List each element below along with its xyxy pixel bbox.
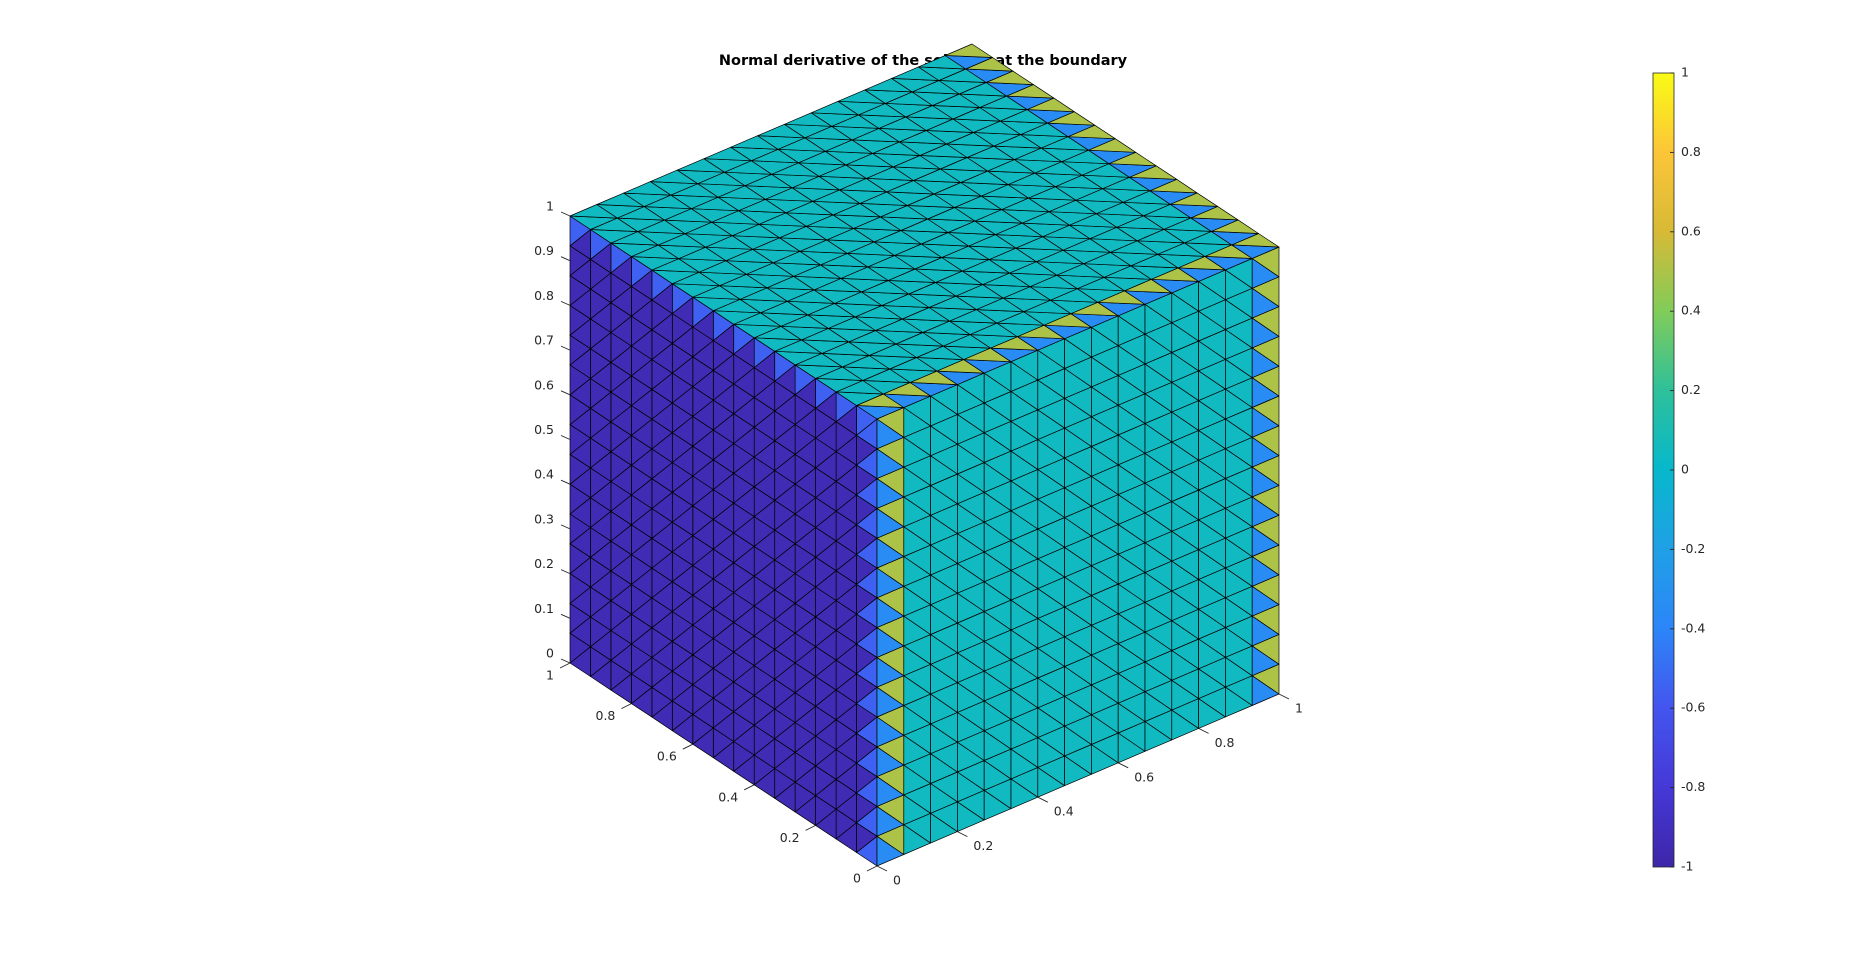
y-axis: 0 0.2 0.4 0.6 0.8 1 <box>546 662 878 886</box>
x-axis: 0 0.2 0.4 0.6 0.8 1 <box>876 693 1303 888</box>
z-tick-label: 0.3 <box>534 511 554 526</box>
top-face-triangle <box>944 43 993 58</box>
z-tick-mark <box>560 479 571 485</box>
z-tick-label: 1 <box>546 199 554 214</box>
z-tick-label: 0.2 <box>534 556 554 571</box>
z-tick-label: 0.9 <box>534 243 554 258</box>
y-tick-label: 0.6 <box>657 749 677 764</box>
colorbar-tick-label: 1 <box>1681 65 1689 80</box>
z-axis-ticks: 0 0.1 0.2 0.3 0.4 0.5 0.6 0.7 0.8 0.9 1 <box>534 199 571 664</box>
colorbar-tick-label: 0.8 <box>1681 144 1701 159</box>
colorbar-tick-label: 0 <box>1681 462 1689 477</box>
y-tick-label: 0.8 <box>596 708 616 723</box>
x-tick-label: 0.8 <box>1215 735 1235 750</box>
y-axis-ticks: 0 0.2 0.4 0.6 0.8 1 <box>546 662 878 886</box>
y-tick-label: 0 <box>853 871 861 886</box>
colorbar-tick-label: 0.2 <box>1681 382 1701 397</box>
x-tick-label: 0.4 <box>1054 804 1074 819</box>
z-tick-mark <box>560 613 571 619</box>
x-tick-mark <box>957 831 968 838</box>
x-tick-label: 0.6 <box>1134 769 1154 784</box>
colorbar-tick-label: -0.6 <box>1681 700 1705 715</box>
colorbar-tick-label: 0.4 <box>1681 303 1701 318</box>
z-tick-label: 0.1 <box>534 601 554 616</box>
z-tick-label: 0.8 <box>534 288 554 303</box>
y-tick-mark <box>805 824 816 831</box>
y-tick-mark <box>743 784 755 791</box>
x-tick-label: 0.2 <box>973 838 993 853</box>
y-tick-mark <box>559 662 571 669</box>
z-tick-mark <box>560 524 571 530</box>
x-tick-mark <box>1278 693 1290 700</box>
colorbar-tick-label: -0.2 <box>1681 541 1705 556</box>
colorbar-tick-label: -0.4 <box>1681 620 1705 635</box>
z-tick-label: 0.6 <box>534 377 554 392</box>
y-tick-label: 0.4 <box>718 789 738 804</box>
colorbar: 1 0.8 0.6 0.4 0.2 0 -0.2 -0.4 -0.6 -0.8 -1 <box>1652 65 1705 874</box>
z-tick-label: 0.7 <box>534 333 554 348</box>
colorbar-ticks: 1 0.8 0.6 0.4 0.2 0 -0.2 -0.4 -0.6 -0.8 -1 <box>1670 65 1705 874</box>
z-tick-mark <box>560 435 571 440</box>
z-tick-label: 0.4 <box>534 467 554 482</box>
z-tick-mark <box>560 569 571 575</box>
y-tick-label: 0.2 <box>780 830 800 845</box>
z-tick-mark <box>560 658 571 664</box>
z-axis: 0 0.1 0.2 0.3 0.4 0.5 0.6 0.7 0.8 0.9 1 <box>534 199 571 664</box>
chart-title: Normal derivative of the solution at the… <box>719 53 1128 69</box>
z-tick-label: 0.5 <box>534 422 554 437</box>
z-tick-mark <box>560 300 571 306</box>
z-tick-mark <box>560 345 571 351</box>
surface-mesh <box>569 43 1280 867</box>
y-tick-label: 1 <box>546 668 554 683</box>
z-tick-mark <box>560 390 571 396</box>
colorbar-tick-label: 0.6 <box>1681 223 1701 238</box>
z-tick-mark <box>560 256 571 262</box>
x-tick-mark <box>1117 762 1129 769</box>
x-tick-label: 1 <box>1295 701 1303 716</box>
colorbar-tick-label: -0.8 <box>1681 779 1705 794</box>
colorbar-tick-label: -1 <box>1681 859 1693 874</box>
y-tick-mark <box>621 703 632 710</box>
x-tick-mark <box>1198 727 1209 734</box>
z-tick-mark <box>560 211 571 217</box>
z-tick-label: 0 <box>546 646 554 661</box>
x-tick-mark <box>876 865 888 872</box>
y-tick-mark <box>682 743 694 750</box>
x-axis-ticks: 0 0.2 0.4 0.6 0.8 1 <box>876 693 1303 888</box>
x-tick-mark <box>1037 796 1049 803</box>
x-tick-label: 0 <box>893 873 901 888</box>
y-tick-mark <box>866 865 878 872</box>
